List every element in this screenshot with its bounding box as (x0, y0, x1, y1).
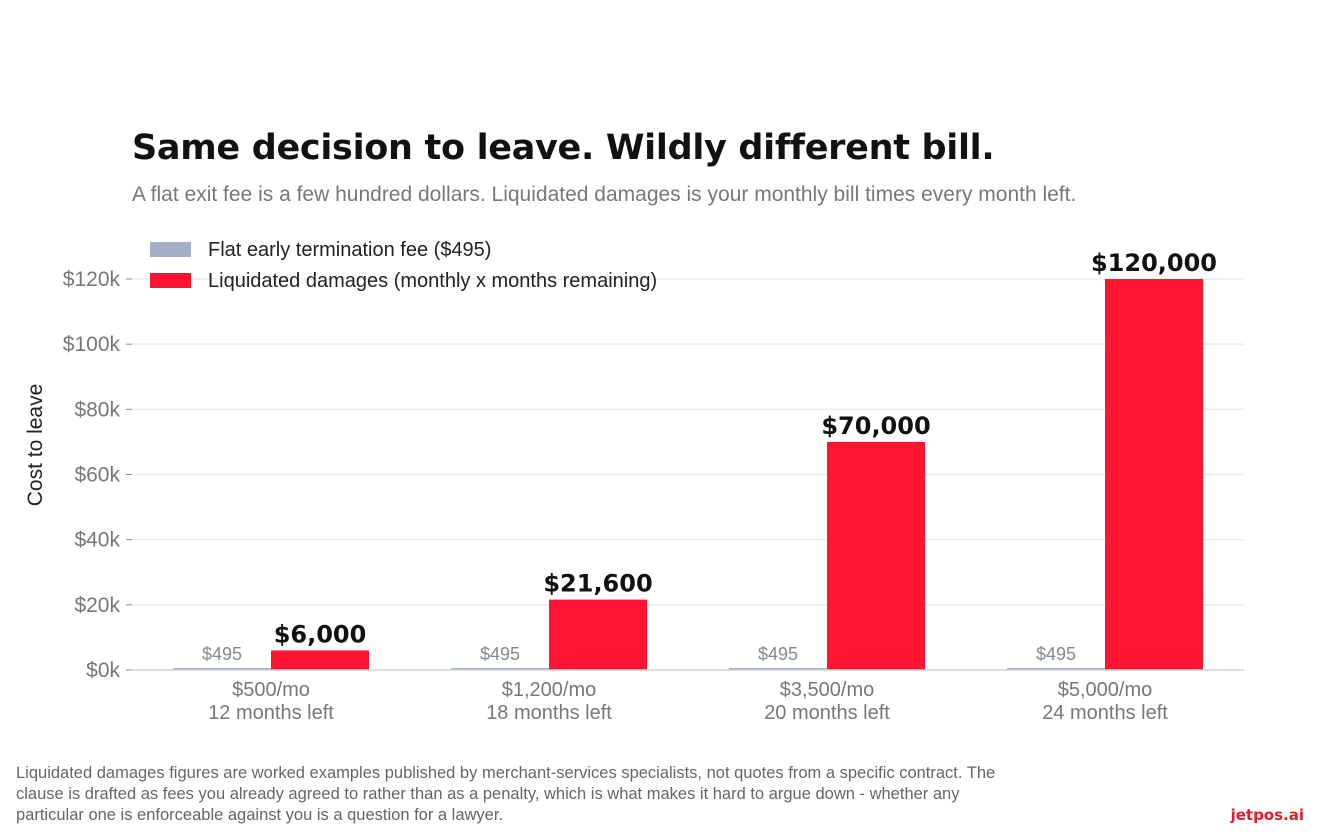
data-label-liquidated-damages: $120,000 (1091, 249, 1217, 277)
x-tick-label: $1,200/mo (502, 679, 597, 701)
data-label-liquidated-damages: $21,600 (543, 570, 652, 598)
y-tick-label: $80k (74, 398, 120, 421)
x-tick-label: $500/mo (232, 679, 310, 701)
x-tick-label: $5,000/mo (1058, 679, 1153, 701)
bar-flat-fee (451, 668, 549, 670)
data-label-flat-fee: $495 (202, 644, 242, 664)
bar-flat-fee (1007, 668, 1105, 670)
data-label-liquidated-damages: $6,000 (274, 620, 367, 648)
legend-swatch (150, 273, 191, 288)
bar-liquidated-damages (1105, 279, 1203, 670)
data-label-flat-fee: $495 (480, 644, 520, 664)
y-tick-label: $40k (74, 529, 120, 552)
x-tick-label: 12 months left (208, 702, 334, 724)
data-label-flat-fee: $495 (758, 644, 798, 664)
x-tick-label: 24 months left (1042, 702, 1168, 724)
x-tick-label: 18 months left (486, 702, 612, 724)
y-tick-label: $60k (74, 464, 120, 487)
x-tick-label: 20 months left (764, 702, 890, 724)
chart-title: Same decision to leave. Wildly different… (132, 128, 995, 168)
chart-subtitle: A flat exit fee is a few hundred dollars… (132, 183, 1077, 206)
footnote: Liquidated damages figures are worked ex… (16, 764, 996, 824)
legend-label: Liquidated damages (monthly x months rem… (208, 270, 657, 292)
data-label-liquidated-damages: $70,000 (821, 412, 930, 440)
y-tick-label: $100k (63, 333, 121, 356)
x-tick-label: $3,500/mo (780, 679, 875, 701)
y-tick-label: $120k (63, 268, 121, 291)
data-label-flat-fee: $495 (1036, 644, 1076, 664)
bar-liquidated-damages (271, 650, 369, 670)
brand-logo: jetpos.ai (1230, 806, 1304, 824)
bar-flat-fee (173, 668, 271, 670)
bar-liquidated-damages (549, 599, 647, 670)
y-tick-label: $20k (74, 594, 120, 617)
bar-liquidated-damages (827, 441, 925, 670)
legend-label: Flat early termination fee ($495) (208, 239, 491, 261)
bar-flat-fee (729, 668, 827, 670)
y-tick-label: $0k (86, 659, 120, 682)
y-axis-label: Cost to leave (24, 384, 47, 507)
legend-swatch (150, 242, 191, 257)
